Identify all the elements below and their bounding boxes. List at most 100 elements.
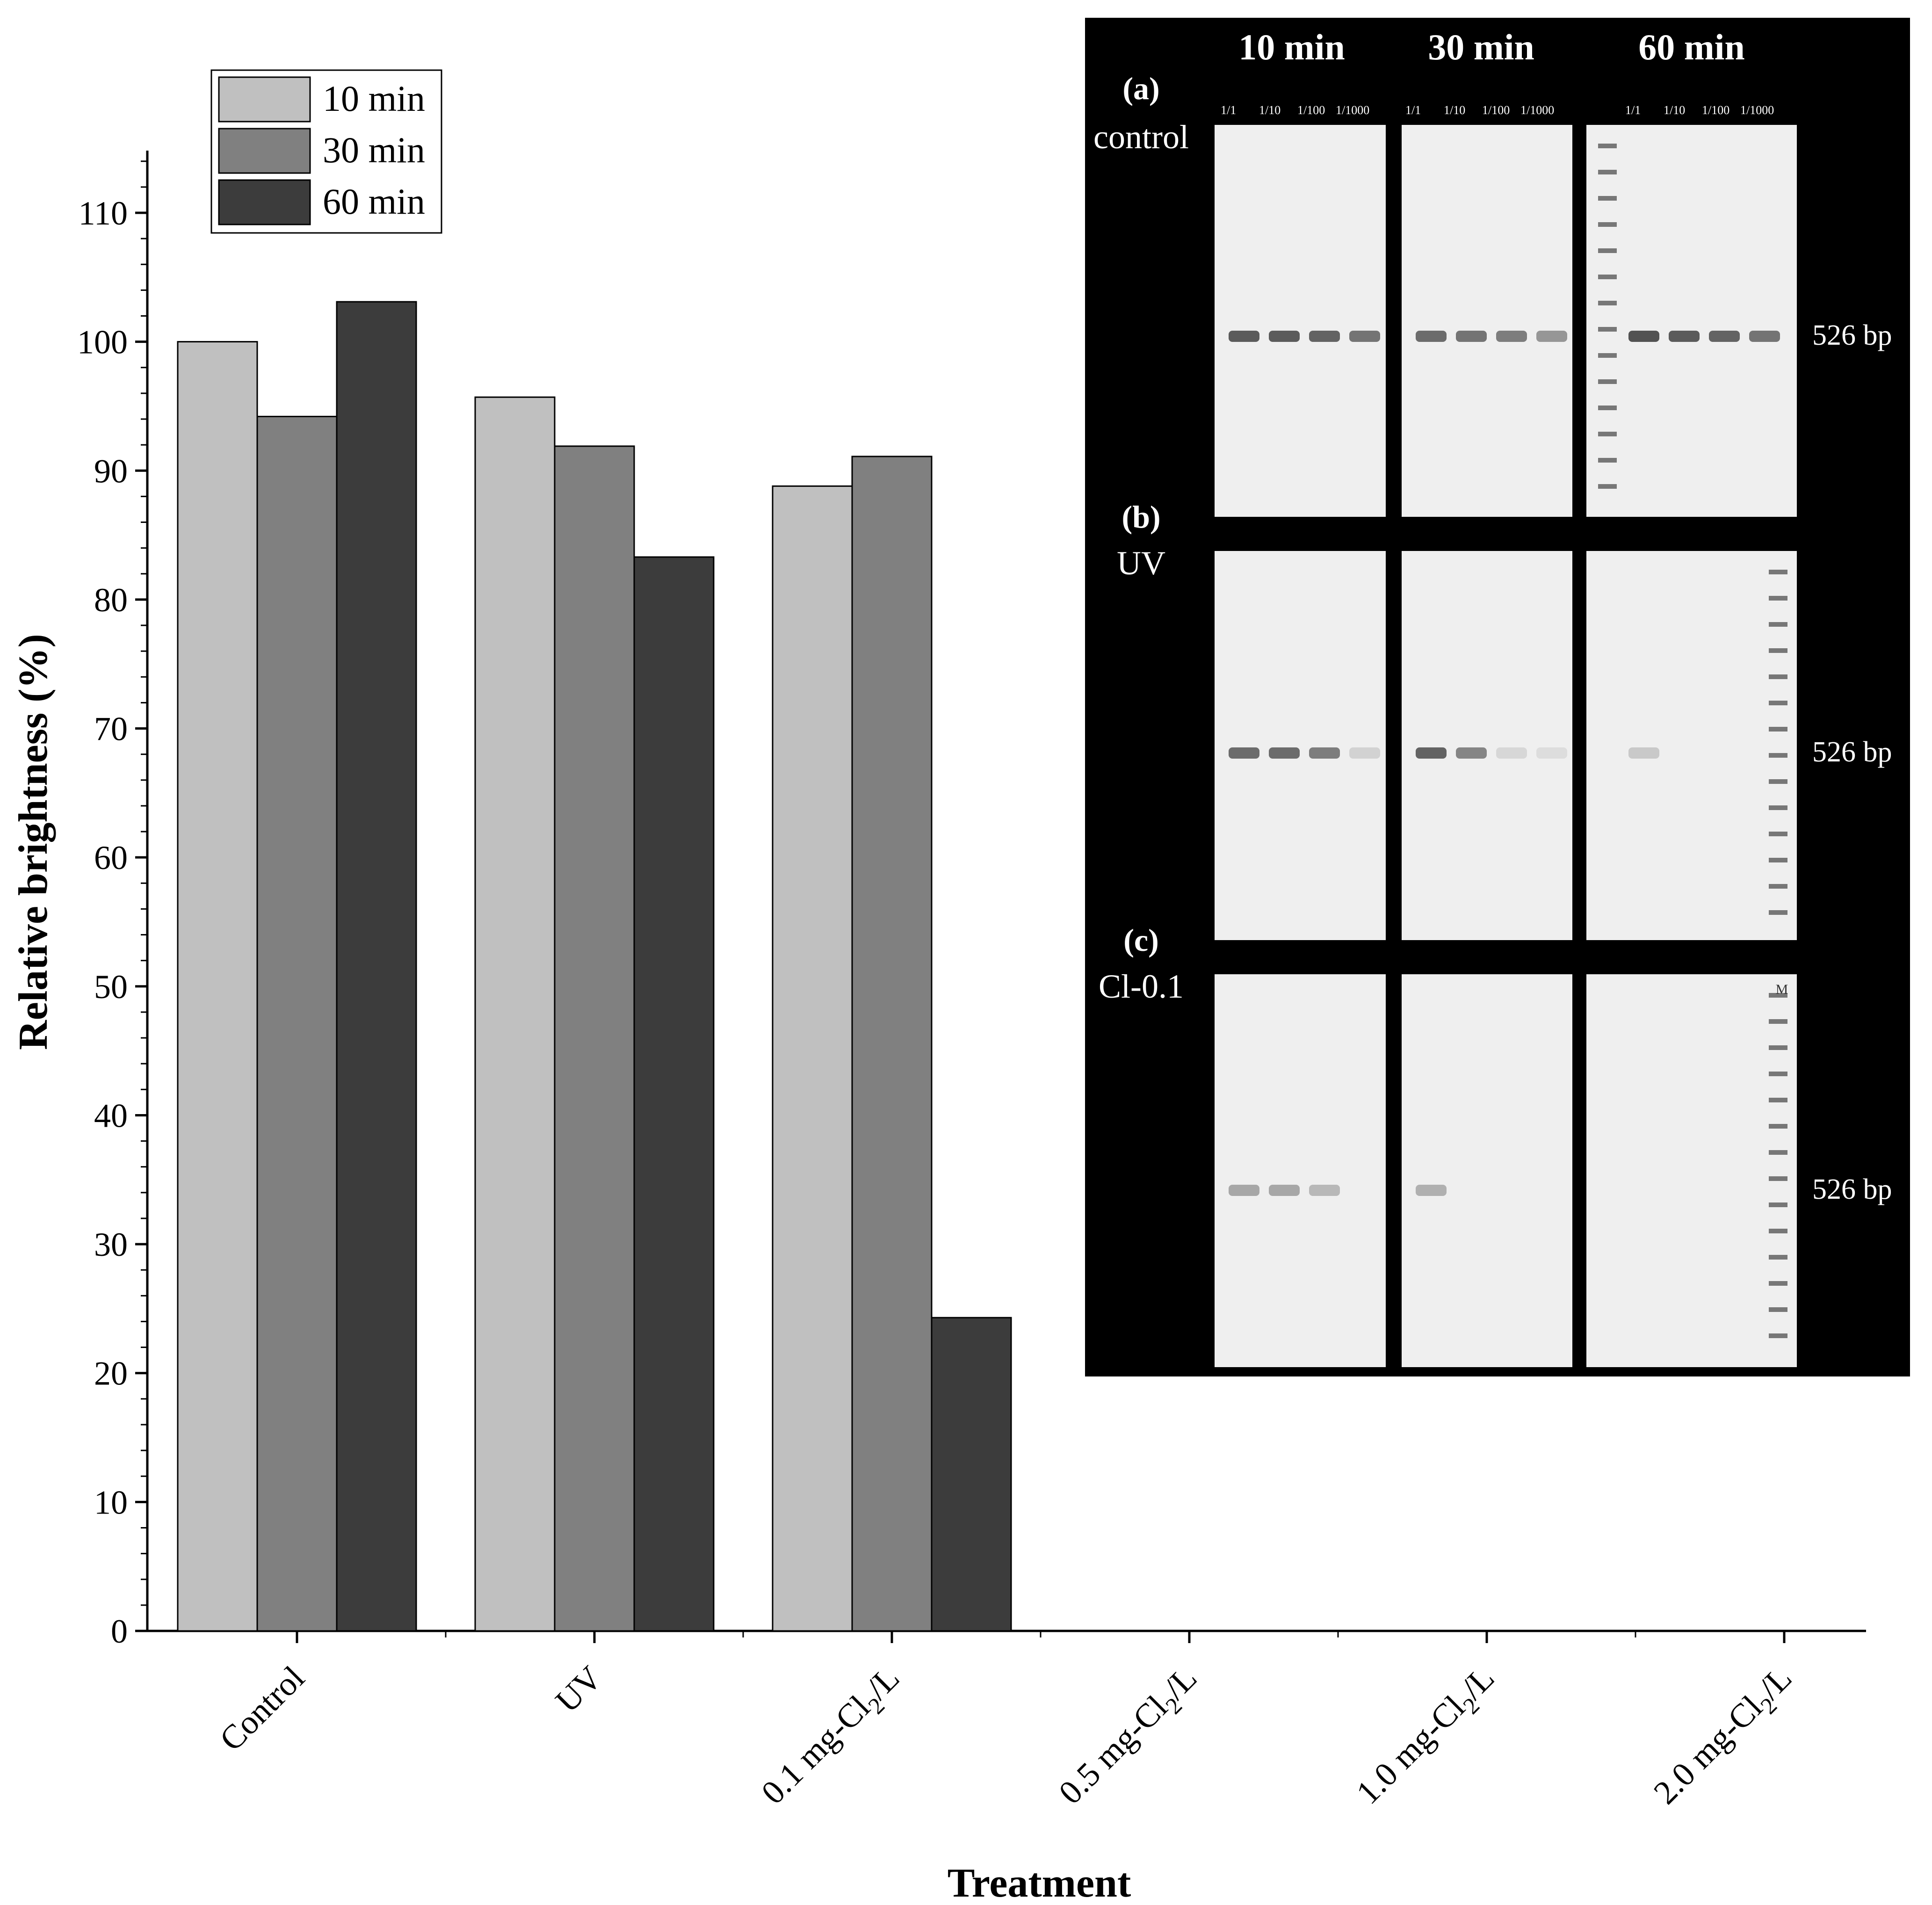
gel-band [1229,331,1259,342]
ladder-band [1769,1229,1787,1233]
y-tick-label: 60 [94,839,128,876]
ladder-band [1598,144,1617,148]
bar-30-min [256,416,338,1632]
gel-band [1269,1185,1300,1196]
ladder-band [1598,170,1617,174]
y-tick-label: 50 [94,968,128,1006]
x-tick-label-text: 0.5 mg-Cl [1051,1688,1174,1811]
ladder-band [1598,301,1617,305]
gel-band [1496,747,1527,759]
gel-band [1496,331,1527,342]
ladder-band [1769,674,1787,679]
gel-band [1709,331,1740,342]
ladder-band [1769,858,1787,862]
ladder-band [1598,379,1617,384]
gel-band [1309,331,1340,342]
x-tick-label-text: Control [212,1659,311,1758]
ladder-band [1769,1072,1787,1076]
inset-dilution-label: 1/100 [1482,103,1510,117]
band-size-label: 526 bp [1812,1173,1892,1205]
inset-row-letter: (a) [1122,71,1159,106]
inset-column-header: 30 min [1428,27,1534,67]
bar-10-min [474,396,556,1632]
gel-band [1309,1185,1340,1196]
ladder-band [1769,1307,1787,1312]
ladder-band [1769,1150,1787,1155]
x-tick-label-text: 2.0 mg-Cl [1646,1688,1769,1811]
inset-dilution-label: 1/10 [1664,103,1685,117]
bar-60-min [336,301,417,1632]
y-tick-label: 10 [94,1484,128,1521]
gel-panel [1586,551,1797,940]
ladder-band [1769,779,1787,784]
gel-panel [1402,125,1572,517]
inset-dilution-label: 1/100 [1702,103,1729,117]
gel-panel [1402,551,1572,940]
gel-band [1749,331,1780,342]
ladder-band [1769,648,1787,653]
ladder-band [1769,570,1787,574]
ladder-band [1598,353,1617,358]
ladder-band [1769,1019,1787,1024]
inset-row-letter: (c) [1123,922,1158,958]
chart-bars [177,301,1012,1632]
legend-swatch [218,76,311,123]
y-tick-label: 30 [94,1226,128,1263]
ladder-band [1769,993,1787,998]
y-tick-label: 100 [77,324,128,361]
x-tick-label-text: 0.1 mg-Cl [754,1688,877,1811]
legend-label: 60 min [323,181,425,222]
y-tick-label: 90 [94,452,128,490]
gel-band [1269,747,1300,759]
gel-band [1416,747,1447,759]
inset-dilution-label: 1/10 [1259,103,1281,117]
x-tick-label: Control [212,1659,311,1758]
gel-inset: 10 min 30 min 60 min 1/1 1/1 1/1 1/10 1/10 1/10 1… [1085,18,1910,1376]
inset-dilution-label: 1/1000 [1740,103,1774,117]
legend: 10 min 30 min 60 min [210,69,442,234]
gel-band [1349,747,1380,759]
ladder-band [1769,1281,1787,1286]
inset-column-header: 10 min [1238,27,1345,67]
gel-band [1416,331,1447,342]
ladder-band [1769,701,1787,705]
gel-panel [1402,974,1572,1367]
x-tick-label: UV [548,1659,609,1720]
inset-dilution-label: 1/1000 [1520,103,1554,117]
x-tick-label-text: 1.0 mg-Cl [1349,1688,1472,1811]
band-size-label: 526 bp [1812,736,1892,768]
y-tick-label: 110 [79,195,128,232]
gel-band [1628,331,1659,342]
bar-30-min [851,456,933,1632]
inset-dilution-label: 1/1 [1625,103,1641,117]
ladder-band [1769,1333,1787,1338]
x-tick-label: 0.1 mg-Cl2/L [754,1659,911,1816]
gel-band [1229,1185,1259,1196]
ladder-band [1769,1202,1787,1207]
gel-band [1536,747,1567,759]
gel-band [1456,747,1487,759]
ladder-band [1769,1045,1787,1050]
ladder-band [1769,805,1787,810]
ladder-band [1769,727,1787,732]
y-tick-label: 20 [94,1355,128,1392]
ladder-band [1769,1176,1787,1181]
y-tick-label: 40 [94,1097,128,1134]
inset-row-name: control [1093,118,1189,156]
ladder-band [1598,458,1617,463]
gel-band [1536,331,1567,342]
inset-column-header: 60 min [1638,27,1745,67]
gel-band [1456,331,1487,342]
bar-10-min [177,341,258,1632]
inset-row-name: Cl-0.1 [1099,968,1184,1005]
ladder-band [1598,484,1617,489]
inset-dilution-label: 1/1 [1221,103,1236,117]
ladder-band [1769,884,1787,889]
x-tick-labels: Control UV 0.1 mg-Cl2/L 0.5 mg-Cl2/L 1.0 mg-… [212,1659,1799,1816]
ladder-band [1598,248,1617,253]
x-tick-label: 1.0 mg-Cl2/L [1349,1659,1505,1816]
bar-60-min [931,1317,1012,1632]
gel-band [1416,1185,1447,1196]
gel-band [1229,747,1259,759]
legend-label: 30 min [323,130,425,170]
